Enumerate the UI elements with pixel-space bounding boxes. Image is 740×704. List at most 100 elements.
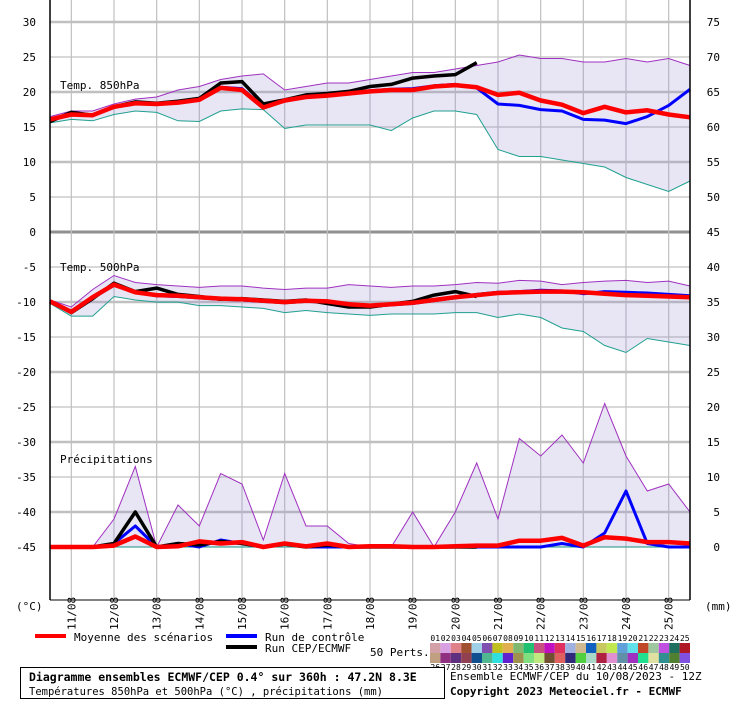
right-tick-label: 70 xyxy=(707,51,720,64)
member-swatch-07 xyxy=(492,643,503,653)
title-box xyxy=(20,667,445,699)
date-label: 13/08 xyxy=(151,597,164,630)
member-swatch-02 xyxy=(440,643,451,653)
left-tick-label: -30 xyxy=(16,436,36,449)
member-swatch-20 xyxy=(627,643,638,653)
left-tick-label: 15 xyxy=(23,121,36,134)
member-id-label: 47 xyxy=(649,663,659,672)
left-tick-label: -5 xyxy=(23,261,36,274)
member-id-label: 27 xyxy=(441,663,451,672)
right-tick-label: 15 xyxy=(707,436,720,449)
t850-mean-line xyxy=(49,82,691,122)
member-swatch-26 xyxy=(430,653,441,663)
legend-oper-label: Run CEP/ECMWF xyxy=(265,642,351,655)
member-swatch-13 xyxy=(554,643,566,653)
member-swatch-36 xyxy=(534,653,545,663)
member-id-label: 28 xyxy=(451,663,461,672)
left-tick-label: -20 xyxy=(16,366,36,379)
member-swatch-21 xyxy=(638,643,649,653)
date-label: 16/08 xyxy=(279,597,292,630)
member-id-label: 11 xyxy=(534,634,544,643)
right-tick-label: 50 xyxy=(707,191,720,204)
member-id-label: 49 xyxy=(670,663,680,672)
member-id-label: 35 xyxy=(524,663,534,672)
member-swatch-23 xyxy=(658,643,670,653)
date-label: 14/08 xyxy=(193,597,206,630)
member-swatch-06 xyxy=(482,643,493,653)
member-swatch-08 xyxy=(502,643,514,653)
member-swatch-28 xyxy=(450,653,462,663)
member-swatch-30 xyxy=(471,653,482,663)
member-swatch-14 xyxy=(565,643,576,653)
right-tick-label: 40 xyxy=(707,261,720,274)
right-unit-label: (mm) xyxy=(705,600,732,613)
member-swatch-50 xyxy=(679,653,690,663)
panel-label-precip: Précipitations xyxy=(60,453,153,466)
member-id-label: 48 xyxy=(659,663,669,672)
right-tick-label: 5 xyxy=(713,506,720,519)
member-id-label: 21 xyxy=(638,634,648,643)
member-swatch-39 xyxy=(565,653,576,663)
chart-title: Diagramme ensembles ECMWF/CEP 0.4° sur 3… xyxy=(29,670,417,684)
member-id-label: 44 xyxy=(618,663,628,672)
member-id-label: 45 xyxy=(628,663,638,672)
date-label: 19/08 xyxy=(407,597,420,630)
member-swatches: 01 02 03 04 05 06 07 08 09 10 11 12 13 14 15 16 17 18 19 20… xyxy=(430,634,690,672)
legend-mean-label: Moyenne des scénarios xyxy=(74,631,213,644)
member-id-label: 17 xyxy=(597,634,607,643)
left-tick-label: 30 xyxy=(23,16,36,29)
right-tick-label: 20 xyxy=(707,401,720,414)
member-id-label: 14 xyxy=(566,634,576,643)
date-label: 18/08 xyxy=(364,597,377,630)
member-id-label: 18 xyxy=(607,634,617,643)
member-id-label: 10 xyxy=(524,634,534,643)
left-unit-label: (°C) xyxy=(16,600,43,613)
right-tick-label: 55 xyxy=(707,156,720,169)
member-swatch-27 xyxy=(440,653,451,663)
series-layer xyxy=(49,54,691,550)
member-swatch-49 xyxy=(669,653,680,663)
member-id-label: 12 xyxy=(545,634,555,643)
right-tick-label: 60 xyxy=(707,121,720,134)
member-swatch-46 xyxy=(638,653,649,663)
member-id-label: 40 xyxy=(576,663,586,672)
run-info: Ensemble ECMWF/CEP du 10/08/2023 - 12Z xyxy=(450,670,702,683)
member-id-label: 06 xyxy=(482,634,492,643)
member-swatch-12 xyxy=(544,643,555,653)
member-id-label: 39 xyxy=(566,663,576,672)
member-swatch-35 xyxy=(523,653,534,663)
member-swatch-38 xyxy=(554,653,566,663)
member-swatch-10 xyxy=(523,643,534,653)
legend-mean-swatch xyxy=(35,634,66,638)
member-id-label: 34 xyxy=(514,663,524,672)
member-swatch-42 xyxy=(596,653,607,663)
member-id-label: 16 xyxy=(586,634,596,643)
member-id-label: 30 xyxy=(472,663,482,672)
member-swatch-05 xyxy=(471,643,482,653)
panel-label-t500: Temp. 500hPa xyxy=(60,261,139,274)
date-label: 22/08 xyxy=(535,597,548,630)
member-id-label: 31 xyxy=(482,663,492,672)
right-tick-label: 25 xyxy=(707,366,720,379)
member-swatch-09 xyxy=(513,643,524,653)
t500-members-min-line xyxy=(49,295,691,354)
t500-mean-line xyxy=(49,282,691,315)
legend-control-label: Run de contrôle xyxy=(265,631,364,644)
member-swatch-04 xyxy=(461,643,472,653)
member-swatch-40 xyxy=(575,653,586,663)
member-swatch-32 xyxy=(492,653,503,663)
precip-member-envelope xyxy=(50,403,690,547)
member-id-label: 41 xyxy=(586,663,596,672)
date-label: 15/08 xyxy=(236,597,249,630)
t500-members-max-line xyxy=(49,274,691,308)
t850-members-min-line xyxy=(49,108,691,193)
date-label: 25/08 xyxy=(663,597,676,630)
member-id-label: 29 xyxy=(462,663,472,672)
panel-label-t850: Temp. 850hPa xyxy=(60,79,139,92)
member-swatch-43 xyxy=(606,653,618,663)
right-tick-label: 45 xyxy=(707,226,720,239)
member-id-label: 15 xyxy=(576,634,586,643)
member-id-label: 03 xyxy=(451,634,461,643)
member-swatch-48 xyxy=(658,653,670,663)
